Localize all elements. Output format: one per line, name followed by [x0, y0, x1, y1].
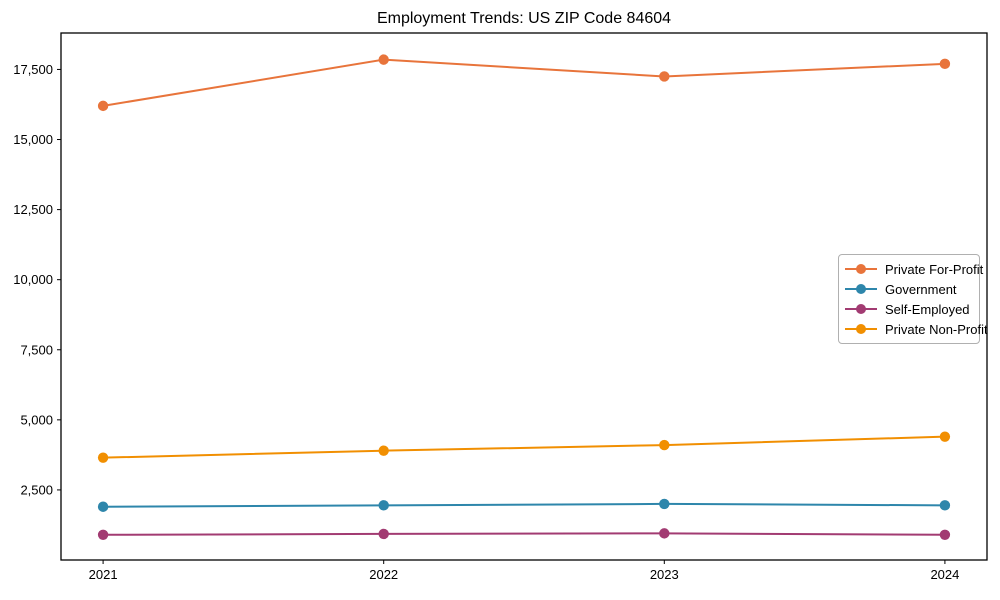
- legend-marker-icon: [845, 323, 877, 335]
- legend-label: Private For-Profit: [885, 261, 984, 277]
- data-point-government: [939, 500, 951, 511]
- y-tick-label: 2,500: [20, 482, 53, 497]
- series-line-self-employed: [103, 532, 945, 536]
- y-tick-label: 10,000: [13, 272, 53, 287]
- data-point-private-for-profit: [97, 100, 109, 112]
- data-point-private-non-profit: [378, 445, 389, 456]
- data-point-private-non-profit: [939, 431, 951, 442]
- chart-title: Employment Trends: US ZIP Code 84604: [376, 10, 672, 27]
- legend-item-private-for-profit: Private For-Profit: [839, 259, 983, 279]
- legend-item-government: Government: [839, 279, 979, 299]
- data-point-private-for-profit: [939, 58, 951, 70]
- series-line-private-non-profit: [103, 435, 945, 459]
- plot-border: [60, 32, 988, 561]
- data-point-self-employed: [939, 529, 951, 540]
- x-tick-label: 2022: [369, 567, 398, 582]
- y-tick-label: 5,000: [20, 412, 53, 427]
- legend-label: Self-Employed: [885, 301, 970, 317]
- data-point-private-for-profit: [378, 54, 389, 65]
- data-point-government: [97, 501, 109, 512]
- x-tick-label: 2024: [930, 567, 959, 582]
- legend-marker-icon: [845, 263, 877, 275]
- data-point-self-employed: [659, 528, 670, 539]
- series-line-private-for-profit: [102, 58, 945, 107]
- data-point-government: [659, 498, 670, 510]
- legend-label: Private Non-Profit: [885, 321, 988, 337]
- legend-label: Government: [885, 281, 957, 297]
- y-tick-label: 15,000: [13, 132, 53, 147]
- x-tick-label: 2021: [89, 567, 118, 582]
- legend: Private For-Profit Government Self-Emplo…: [838, 254, 988, 344]
- legend-marker-icon: [845, 283, 877, 295]
- series-line-government: [103, 502, 945, 508]
- data-point-government: [378, 500, 389, 511]
- data-point-private-non-profit: [659, 439, 670, 451]
- legend-marker-icon: [845, 303, 877, 315]
- data-point-private-for-profit: [659, 71, 670, 82]
- y-tick-label: 7,500: [20, 342, 53, 357]
- legend-item-self-employed: Self-Employed: [839, 299, 979, 319]
- data-point-self-employed: [97, 529, 109, 540]
- x-tick-label: 2023: [650, 567, 679, 582]
- legend-item-private-non-profit: Private Non-Profit: [839, 319, 988, 339]
- data-point-self-employed: [378, 528, 389, 540]
- y-tick-label: 12,500: [13, 202, 53, 217]
- y-tick-label: 17,500: [13, 62, 53, 77]
- data-point-private-non-profit: [97, 452, 109, 463]
